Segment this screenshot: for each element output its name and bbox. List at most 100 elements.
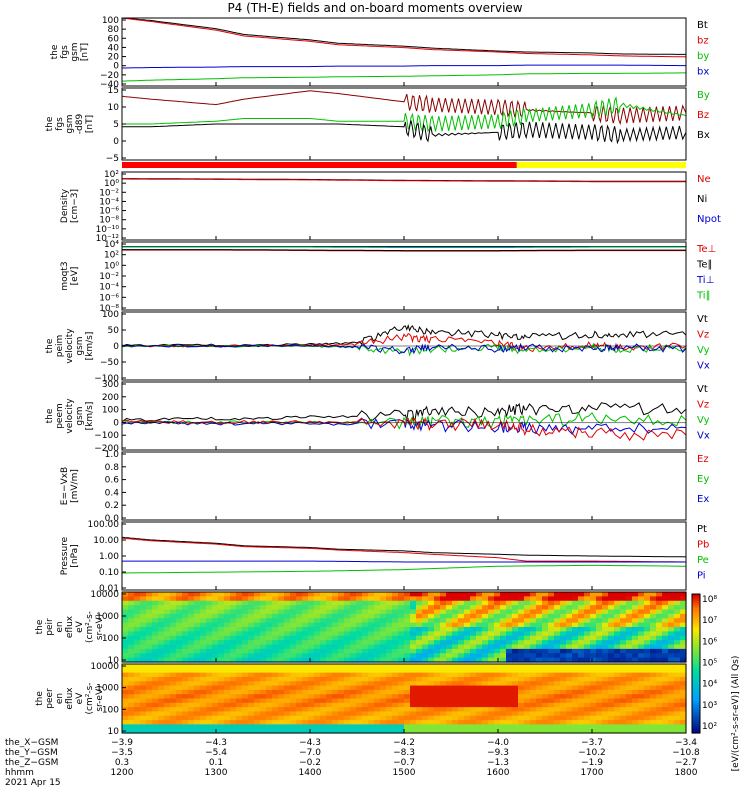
heatmap-cell bbox=[590, 613, 597, 619]
heatmap-cell bbox=[224, 694, 231, 700]
heatmap-cell bbox=[560, 672, 567, 678]
heatmap-cell bbox=[446, 635, 453, 641]
heatmap-cell bbox=[500, 685, 507, 691]
heatmap-cell bbox=[446, 728, 453, 734]
heatmap-cell bbox=[242, 609, 249, 615]
heatmap-cell bbox=[626, 618, 633, 624]
heatmap-cell bbox=[206, 664, 213, 669]
colorbar-tick-label: 10⁴ bbox=[702, 680, 717, 690]
heatmap-cell bbox=[656, 676, 663, 682]
heatmap-cell bbox=[128, 618, 135, 624]
heatmap-cell bbox=[524, 609, 531, 615]
heatmap-cell bbox=[164, 720, 171, 725]
heatmap-cell bbox=[422, 668, 429, 674]
heatmap-cell bbox=[362, 635, 369, 641]
heatmap-cell bbox=[542, 631, 549, 637]
heatmap-cell bbox=[560, 622, 567, 628]
heatmap-cell bbox=[464, 668, 471, 674]
heatmap-cell bbox=[638, 672, 645, 678]
heatmap-cell bbox=[614, 689, 621, 695]
heatmap-cell bbox=[680, 635, 687, 641]
heatmap-cell bbox=[218, 609, 225, 615]
heatmap-cell bbox=[140, 644, 147, 650]
heatmap-cell bbox=[374, 707, 381, 713]
heatmap-cell bbox=[356, 685, 363, 691]
legend-Vy: Vy bbox=[697, 415, 710, 426]
heatmap-cell bbox=[128, 644, 135, 650]
heatmap-cell bbox=[200, 613, 207, 619]
heatmap-cell bbox=[344, 694, 351, 700]
heatmap-cell bbox=[530, 622, 537, 628]
heatmap-cell bbox=[494, 715, 501, 721]
heatmap-cell bbox=[176, 596, 183, 602]
heatmap-cell bbox=[674, 631, 681, 637]
y-axis-label: eV bbox=[75, 620, 85, 633]
heatmap-cell bbox=[260, 685, 267, 691]
heatmap-cell bbox=[416, 681, 423, 687]
heatmap-cell bbox=[236, 592, 243, 597]
heatmap-cell bbox=[506, 685, 513, 691]
heatmap-cell bbox=[284, 605, 291, 611]
heatmap-cell bbox=[236, 622, 243, 628]
heatmap-cell bbox=[374, 627, 381, 632]
heatmap-cell bbox=[668, 728, 675, 734]
heatmap-cell bbox=[140, 592, 147, 597]
heatmap-cell bbox=[152, 676, 159, 682]
heatmap-cell bbox=[278, 635, 285, 641]
heatmap-cell bbox=[146, 609, 153, 615]
heatmap-cell bbox=[458, 694, 465, 700]
heatmap-cell bbox=[248, 707, 255, 713]
heatmap-cell bbox=[380, 698, 387, 704]
heatmap-cell bbox=[530, 653, 537, 659]
heatmap-cell bbox=[278, 627, 285, 632]
heatmap-cell bbox=[518, 698, 525, 704]
heatmap-cell bbox=[404, 668, 411, 674]
heatmap-cell bbox=[446, 622, 453, 628]
legend-Pe: Pe bbox=[697, 555, 709, 566]
heatmap-cell bbox=[188, 613, 195, 619]
heatmap-cell bbox=[380, 664, 387, 669]
heatmap-cell bbox=[500, 592, 507, 597]
y-axis-label: fgs bbox=[60, 45, 70, 59]
heatmap-cell bbox=[632, 711, 639, 717]
y-tick-label: 10⁻⁴ bbox=[99, 283, 119, 293]
y-axis-label: [km/s] bbox=[85, 332, 95, 361]
heatmap-cell bbox=[386, 689, 393, 695]
heatmap-cell bbox=[428, 685, 435, 691]
heatmap-cell bbox=[464, 644, 471, 650]
heatmap-cell bbox=[662, 618, 669, 624]
heatmap-cell bbox=[314, 672, 321, 678]
heatmap-cell bbox=[296, 644, 303, 650]
heatmap-cell bbox=[176, 640, 183, 646]
heatmap-cell bbox=[566, 668, 573, 674]
heatmap-cell bbox=[176, 605, 183, 611]
heatmap-cell bbox=[224, 681, 231, 687]
heatmap-cell bbox=[422, 720, 429, 725]
heatmap-cell bbox=[656, 702, 663, 708]
heatmap-cell bbox=[644, 689, 651, 695]
heatmap-cell bbox=[398, 689, 405, 695]
heatmap-cell bbox=[218, 664, 225, 669]
heatmap-cell bbox=[368, 622, 375, 628]
y-tick-label: 0.6 bbox=[105, 476, 120, 486]
heatmap-cell bbox=[596, 648, 603, 654]
heatmap-cell bbox=[620, 640, 627, 646]
heatmap-cell bbox=[602, 702, 609, 708]
heatmap-cell bbox=[620, 698, 627, 704]
heatmap-cell bbox=[170, 644, 177, 650]
heatmap-cell bbox=[302, 720, 309, 725]
heatmap-cell bbox=[620, 653, 627, 659]
heatmap-cell bbox=[626, 640, 633, 646]
heatmap-cell bbox=[536, 596, 543, 602]
heatmap-cell bbox=[572, 672, 579, 678]
heatmap-cell bbox=[266, 685, 273, 691]
heatmap-cell bbox=[416, 672, 423, 678]
colorbar-cell bbox=[692, 730, 700, 734]
colorbar-cell bbox=[692, 679, 700, 683]
heatmap-cell bbox=[236, 707, 243, 713]
heatmap-cell bbox=[332, 618, 339, 624]
heatmap-cell bbox=[488, 653, 495, 659]
heatmap-cell bbox=[368, 635, 375, 641]
heatmap-cell bbox=[362, 698, 369, 704]
heatmap-cell bbox=[266, 728, 273, 734]
